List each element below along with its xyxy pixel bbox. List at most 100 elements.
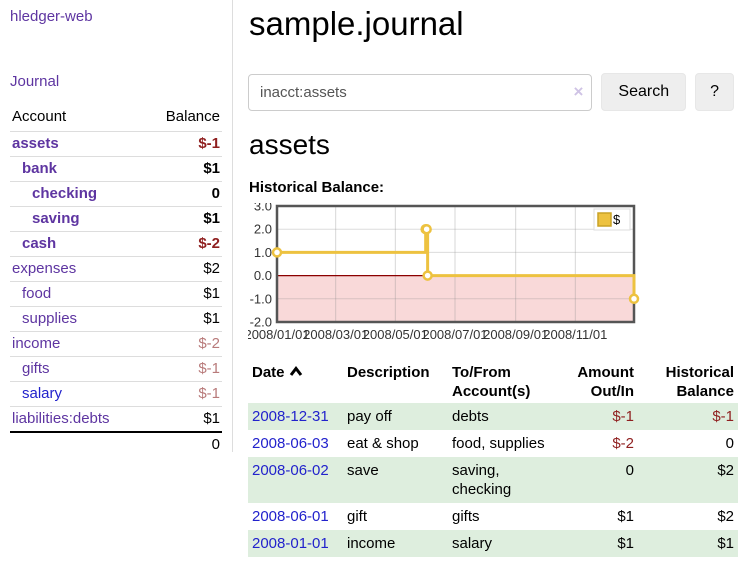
transaction-balance: 0: [725, 435, 734, 452]
account-row: assets $-1: [10, 131, 222, 157]
search-form: × Search ?: [248, 73, 734, 111]
transaction-accounts: gifts: [452, 508, 480, 525]
svg-text:-1.0: -1.0: [250, 291, 272, 306]
account-balance: $-2: [143, 231, 222, 257]
account-balance: $2: [143, 256, 222, 282]
transaction-date-cell: 2008-01-01: [248, 530, 343, 557]
transaction-accounts: saving, checking: [448, 457, 563, 503]
account-balance: $1: [143, 281, 222, 307]
svg-text:2008/05/01: 2008/05/01: [363, 327, 428, 342]
main-content: sample.journal × Search ? assets Histori…: [244, 0, 742, 557]
account-row: expenses $2: [10, 256, 222, 282]
transaction-description: income: [343, 530, 448, 557]
svg-text:2008/07/01: 2008/07/01: [422, 327, 487, 342]
account-balance: $-2: [143, 331, 222, 357]
historical-balance-chart[interactable]: $3.0 2.0 1.0 0.0 -1.0 -2.0 2008/01/01 2008/03/0…: [244, 199, 648, 348]
account-heading: assets: [249, 129, 330, 160]
transaction-date-cell: 2008-06-03: [248, 430, 343, 457]
account-link[interactable]: cash: [22, 235, 57, 252]
app-brand-link[interactable]: hledger-web: [10, 8, 93, 25]
transaction-date-link[interactable]: 2008-06-01: [252, 508, 329, 525]
register-header-date[interactable]: Date: [248, 361, 343, 403]
help-button[interactable]: ?: [695, 73, 734, 111]
accounts-total-row: 0: [10, 431, 222, 457]
svg-text:$: $: [613, 212, 621, 227]
search-button[interactable]: Search: [601, 73, 687, 111]
transaction-date-cell: 2008-06-02: [248, 457, 343, 503]
sidebar-item-journal[interactable]: Journal: [10, 73, 60, 90]
account-row: food $1: [10, 281, 222, 307]
account-row: supplies $1: [10, 306, 222, 332]
transaction-description: gift: [347, 508, 368, 525]
svg-text:-2.0: -2.0: [250, 315, 272, 330]
accounts-header-account: Account: [12, 108, 67, 125]
account-row: salary $-1: [10, 381, 222, 407]
svg-text:0.0: 0.0: [254, 268, 272, 283]
search-input[interactable]: [248, 73, 593, 111]
accounts-table-body: assets $-1 bank $1 checking 0 saving $1 cash $-2 e…: [10, 131, 222, 432]
transaction-accounts: debts: [448, 403, 563, 430]
register-header-amount: Amount Out/In: [577, 364, 634, 400]
svg-text:2008/03/01: 2008/03/01: [303, 327, 368, 342]
accounts-table: Account Balance assets $-1 bank $1 checking 0…: [10, 105, 222, 457]
account-balance: $-1: [143, 356, 222, 382]
account-link[interactable]: saving: [32, 210, 80, 227]
transaction-balance: $1: [638, 530, 738, 557]
register-table-body: 2008-12-31 pay off debts $-1 $-1 2008-06-03 ea…: [248, 403, 738, 557]
account-balance: $1: [143, 406, 222, 432]
transaction-description: save: [343, 457, 448, 503]
svg-text:3.0: 3.0: [254, 203, 272, 214]
transaction-description: pay off: [343, 403, 448, 430]
svg-text:2008/09/01: 2008/09/01: [483, 327, 548, 342]
register-header-description: Description: [347, 364, 430, 381]
accounts-total-value: 0: [143, 431, 222, 457]
accounts-header-balance: Balance: [165, 108, 220, 125]
transaction-amount: $-2: [612, 435, 634, 452]
transaction-row: 2008-12-31 pay off debts $-1 $-1: [248, 403, 738, 430]
account-row: income $-2: [10, 331, 222, 357]
account-link[interactable]: income: [12, 335, 61, 352]
transaction-balance: $2: [638, 457, 738, 503]
account-row: liabilities:debts $1: [10, 406, 222, 432]
account-balance: $1: [143, 206, 222, 232]
transaction-row: 2008-01-01 income salary $1 $1: [248, 530, 738, 557]
transaction-date-link[interactable]: 2008-06-02: [252, 462, 329, 479]
clear-search-icon[interactable]: ×: [573, 81, 584, 101]
svg-text:2008/01/01: 2008/01/01: [248, 327, 310, 342]
account-link[interactable]: salary: [22, 385, 63, 402]
transaction-date-cell: 2008-12-31: [248, 403, 343, 430]
account-link[interactable]: expenses: [12, 260, 77, 277]
transaction-balance: $2: [717, 508, 734, 525]
transaction-date-link[interactable]: 2008-06-03: [252, 435, 329, 452]
account-balance: $1: [143, 156, 222, 182]
register-header-accounts: To/From Account(s): [452, 364, 531, 400]
transaction-amount: $1: [563, 530, 638, 557]
account-link[interactable]: checking: [32, 185, 98, 202]
account-row: saving $1: [10, 206, 222, 232]
account-link[interactable]: bank: [22, 160, 58, 177]
account-balance: 0: [143, 181, 222, 207]
transaction-date-cell: 2008-06-01: [248, 503, 343, 530]
transaction-balance: $-1: [638, 403, 738, 430]
register-table: Date Description To/From Account(s) Amou…: [248, 361, 738, 557]
transaction-row: 2008-06-01 gift gifts $1 $2: [248, 503, 738, 530]
account-balance: $1: [143, 306, 222, 332]
chart-heading: Historical Balance:: [249, 179, 385, 196]
account-link[interactable]: liabilities:debts: [12, 410, 110, 427]
account-link[interactable]: supplies: [22, 310, 78, 327]
account-balance: $-1: [143, 131, 222, 157]
transaction-date-link[interactable]: 2008-12-31: [252, 408, 329, 425]
transaction-date-link[interactable]: 2008-01-01: [252, 535, 329, 552]
account-link[interactable]: food: [22, 285, 52, 302]
svg-text:1.0: 1.0: [254, 245, 272, 260]
account-balance: $-1: [143, 381, 222, 407]
account-link[interactable]: assets: [12, 135, 59, 152]
account-row: cash $-2: [10, 231, 222, 257]
transaction-description: eat & shop: [347, 435, 419, 452]
transaction-amount: 0: [563, 457, 638, 503]
account-link[interactable]: gifts: [22, 360, 50, 377]
svg-text:2.0: 2.0: [254, 222, 272, 237]
account-row: checking 0: [10, 181, 222, 207]
account-row: bank $1: [10, 156, 222, 182]
transaction-row: 2008-06-02 save saving, checking 0 $2: [248, 457, 738, 503]
